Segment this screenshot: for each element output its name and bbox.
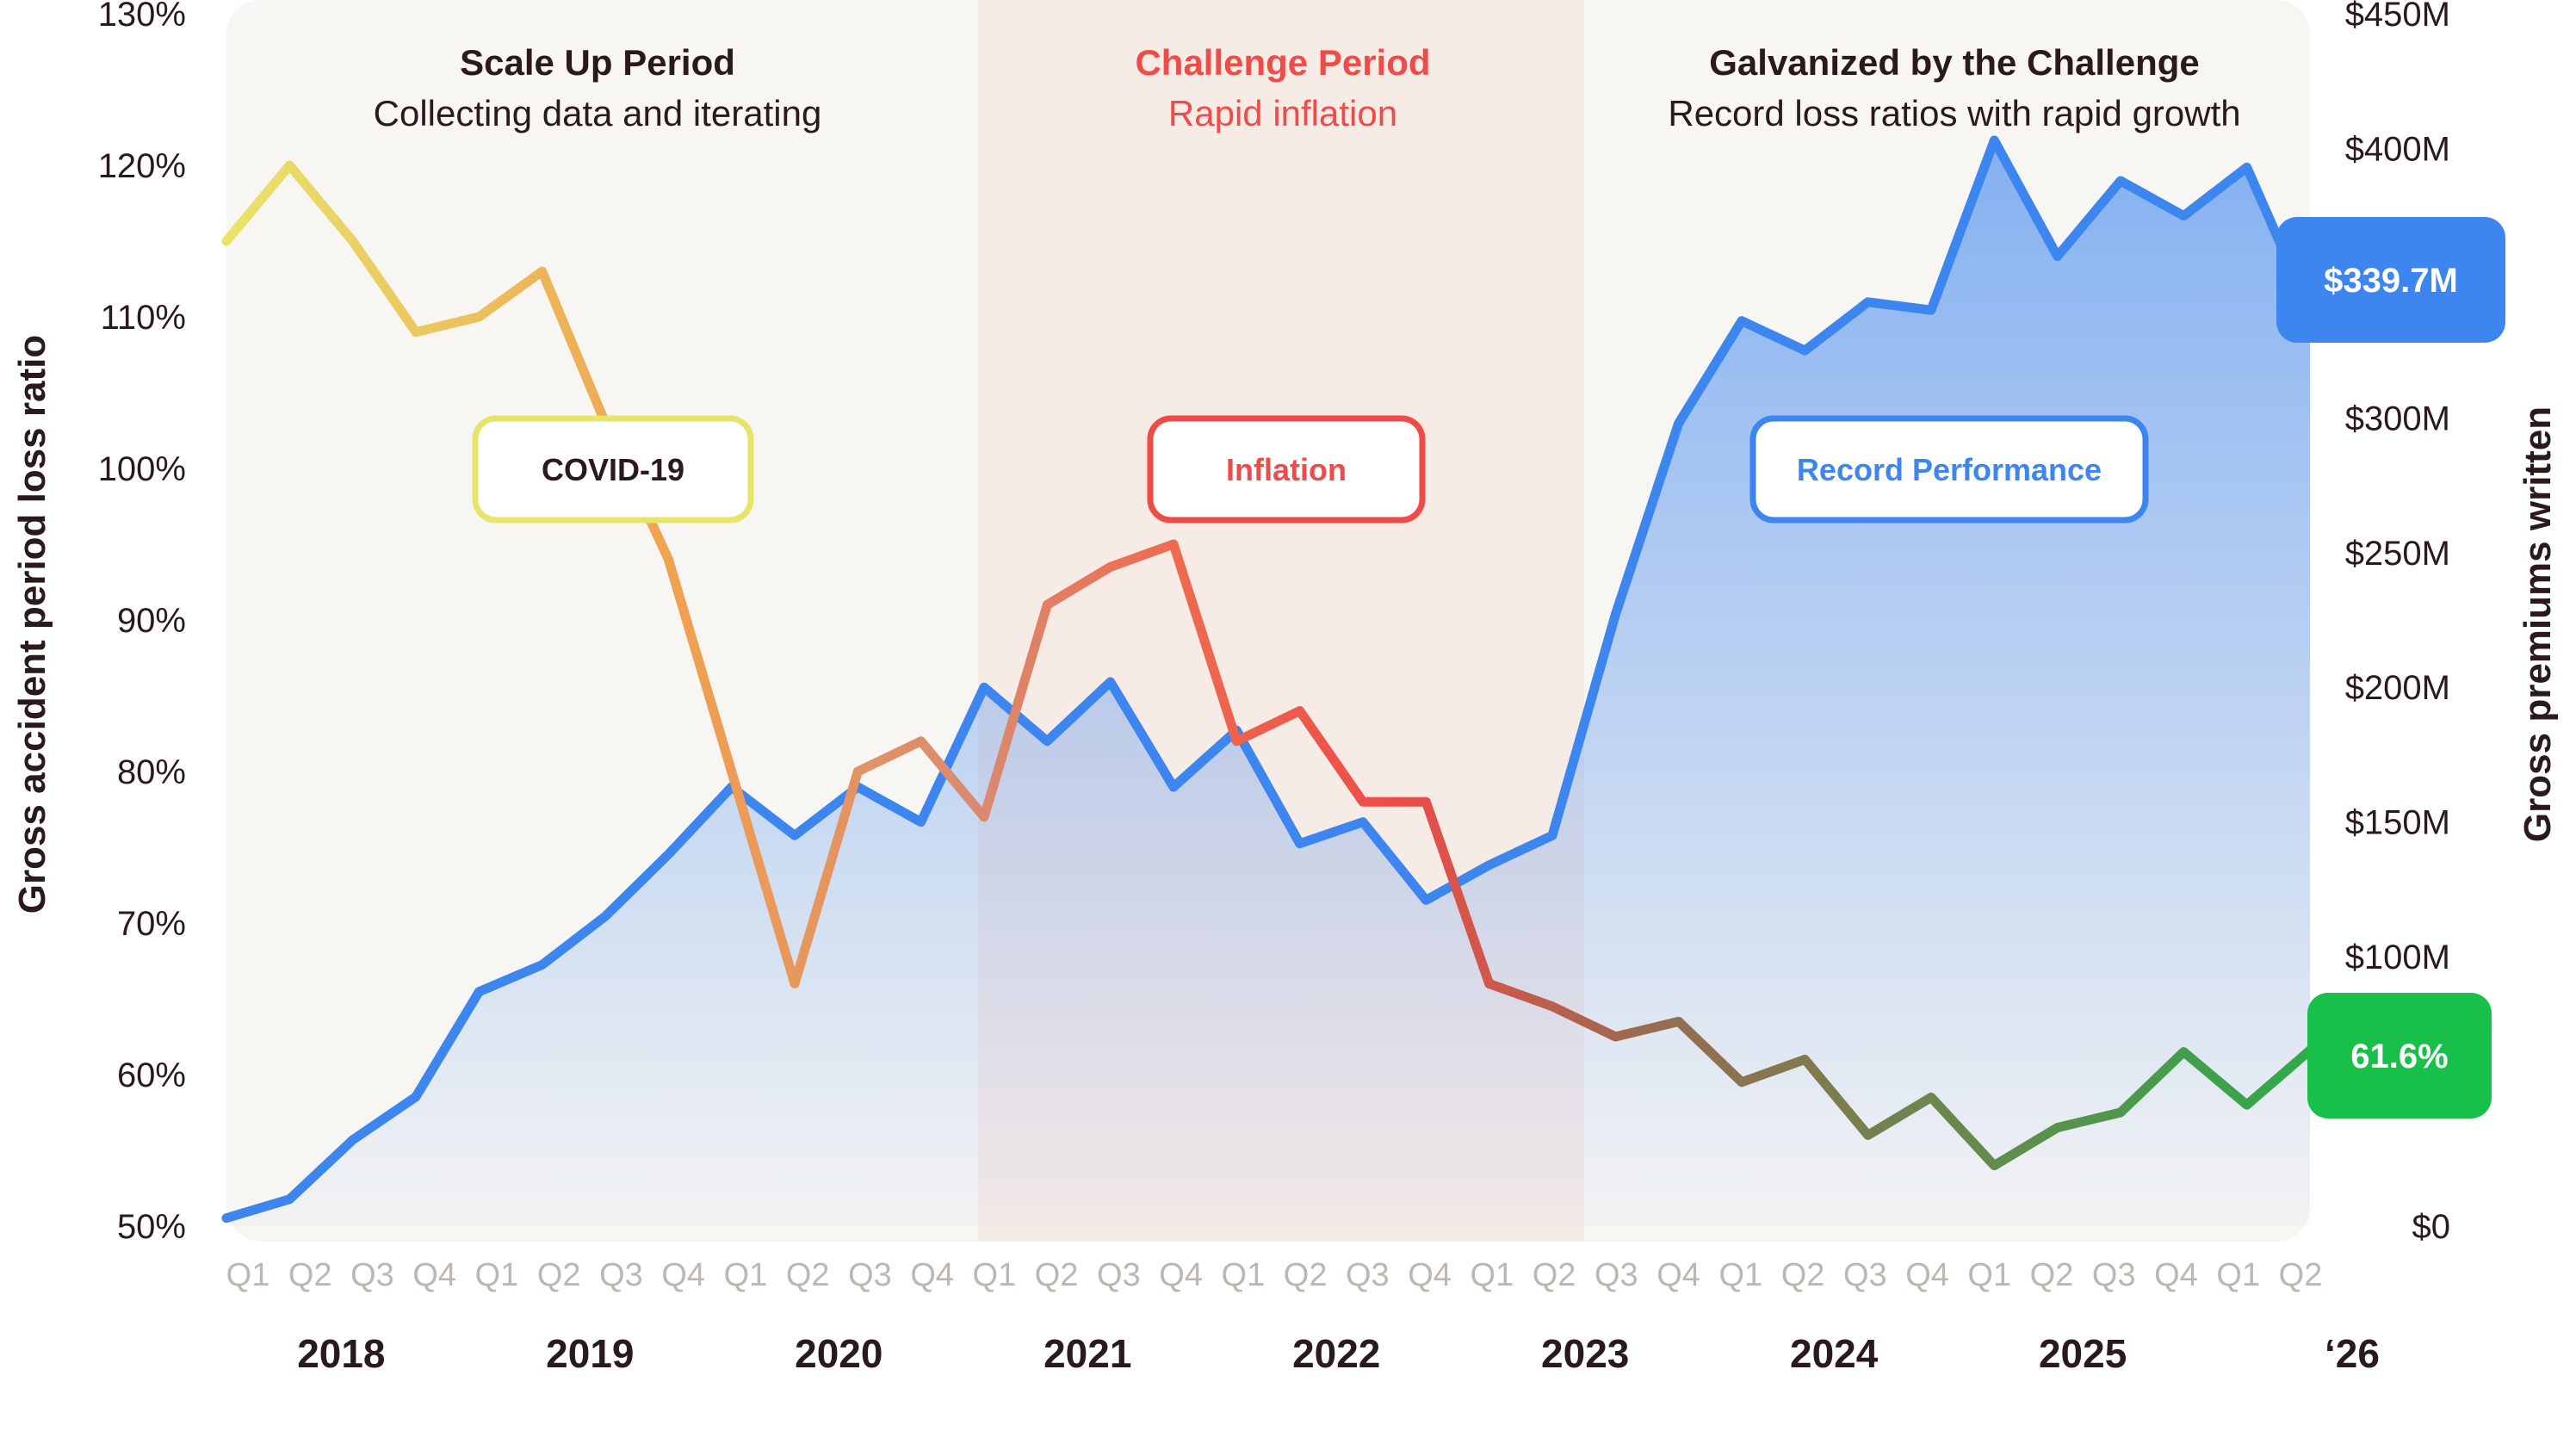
quarter-tick-label: Q3 <box>2092 1257 2136 1293</box>
quarter-tick-label: Q4 <box>910 1257 954 1293</box>
left-tick-label: 60% <box>117 1057 186 1094</box>
year-label: 2020 <box>795 1331 882 1376</box>
quarter-tick-label: Q3 <box>350 1257 394 1293</box>
year-label: 2021 <box>1043 1331 1131 1376</box>
period-headers: Scale Up Period Collecting data and iter… <box>374 42 2241 133</box>
period-title-scale-up: Scale Up Period <box>460 42 735 83</box>
year-label: 2024 <box>1790 1331 1879 1376</box>
callout-inflation-label: Inflation <box>1226 452 1347 487</box>
end-label-loss-box <box>2307 993 2492 1118</box>
left-tick-label: 110% <box>101 299 186 337</box>
left-tick-label: 80% <box>117 753 186 791</box>
right-tick-label: $250M <box>2345 535 2450 573</box>
quarter-tick-label: Q2 <box>2279 1257 2323 1293</box>
period-title-challenge: Challenge Period <box>1135 42 1430 83</box>
right-tick-label: $0 <box>2412 1208 2451 1246</box>
quarter-tick-label: Q4 <box>2154 1257 2198 1293</box>
quarter-tick-label: Q1 <box>1222 1257 1266 1293</box>
quarter-tick-label: Q1 <box>2216 1257 2260 1293</box>
right-tick-label: $300M <box>2345 400 2450 437</box>
loss-ratio-line <box>221 160 2315 1171</box>
quarter-tick-label: Q1 <box>1718 1257 1762 1293</box>
end-label-loss-value: 61.6% <box>2350 1038 2448 1075</box>
quarter-tick-label: Q3 <box>1843 1257 1887 1293</box>
year-label: ‘26 <box>2325 1331 2380 1376</box>
quarter-tick-label: Q2 <box>2030 1257 2074 1293</box>
quarter-tick-label: Q1 <box>1470 1257 1514 1293</box>
callout-inflation: Inflation <box>1147 415 1426 524</box>
left-axis-title: Gross accident period loss ratio <box>11 335 53 914</box>
period-title-galvanized: Galvanized by the Challenge <box>1709 42 2199 83</box>
quarter-ticks: Q1 Q2 Q3 Q4 Q1 Q2 Q3 Q4 Q1 Q2 Q3 Q4 Q1 Q2 Q3 Q4 Q1 Q2 Q3 Q4… <box>226 1257 2323 1293</box>
year-label: 2025 <box>2039 1331 2127 1376</box>
left-tick-label: 100% <box>98 450 186 488</box>
quarter-tick-label: Q2 <box>537 1257 581 1293</box>
quarter-tick-label: Q1 <box>724 1257 768 1293</box>
year-label: 2023 <box>1541 1331 1629 1376</box>
left-tick-label: 90% <box>117 602 186 640</box>
quarter-tick-label: Q4 <box>1159 1257 1203 1293</box>
right-axis-title: Gross premiums written <box>2517 406 2559 842</box>
quarter-tick-label: Q2 <box>1533 1257 1576 1293</box>
year-labels: 2018 2019 2020 2021 2022 2023 2024 2025 ‘26 <box>297 1331 2380 1376</box>
callout-covid-box <box>472 415 754 524</box>
end-label-premiums-value: $339.7M <box>2324 262 2458 300</box>
right-tick-label: $200M <box>2345 669 2450 707</box>
right-tick-label: $100M <box>2345 939 2450 976</box>
left-tick-label: 120% <box>98 147 186 185</box>
year-label: 2022 <box>1292 1331 1380 1376</box>
left-tick-label: 70% <box>117 905 186 943</box>
quarter-tick-label: Q2 <box>288 1257 332 1293</box>
quarter-tick-label: Q2 <box>1284 1257 1328 1293</box>
quarter-tick-label: Q1 <box>973 1257 1017 1293</box>
period-subtitle-scale-up: Collecting data and iterating <box>374 93 822 133</box>
callout-record: Record Performance <box>1749 415 2149 524</box>
quarter-tick-label: Q3 <box>1097 1257 1141 1293</box>
quarter-tick-label: Q4 <box>661 1257 705 1293</box>
premiums-line <box>221 135 2315 1224</box>
left-tick-label: 130% <box>98 0 186 34</box>
left-tick-label: 50% <box>117 1208 186 1246</box>
quarter-tick-label: Q4 <box>412 1257 456 1293</box>
year-label: 2019 <box>546 1331 634 1376</box>
year-label: 2018 <box>297 1331 385 1376</box>
callout-record-box <box>1749 415 2149 524</box>
quarter-tick-label: Q3 <box>599 1257 643 1293</box>
quarter-tick-label: Q3 <box>1595 1257 1638 1293</box>
quarter-tick-label: Q1 <box>475 1257 519 1293</box>
end-label-premiums: $339.7M <box>2276 217 2505 343</box>
callout-record-label: Record Performance <box>1797 452 2102 487</box>
premiums-area <box>226 140 2310 1227</box>
right-tick-label: $150M <box>2345 804 2450 842</box>
period-subtitle-galvanized: Record loss ratios with rapid growth <box>1668 93 2240 133</box>
quarter-tick-label: Q3 <box>848 1257 892 1293</box>
quarter-tick-label: Q2 <box>1035 1257 1079 1293</box>
end-label-premiums-box <box>2276 217 2505 343</box>
quarter-tick-label: Q2 <box>1781 1257 1825 1293</box>
quarter-tick-label: Q1 <box>1967 1257 2011 1293</box>
callout-covid-label: COVID-19 <box>542 452 684 487</box>
period-subtitle-challenge: Rapid inflation <box>1168 93 1397 133</box>
quarter-tick-label: Q4 <box>1408 1257 1452 1293</box>
end-label-loss: 61.6% <box>2307 993 2492 1118</box>
right-tick-label: $400M <box>2345 130 2450 168</box>
quarter-tick-label: Q3 <box>1346 1257 1390 1293</box>
quarter-tick-label: Q4 <box>1905 1257 1949 1293</box>
callout-inflation-box <box>1147 415 1426 524</box>
right-tick-label: $450M <box>2345 0 2450 34</box>
quarter-tick-label: Q2 <box>786 1257 830 1293</box>
callout-covid: COVID-19 <box>472 415 754 524</box>
quarter-tick-label: Q4 <box>1656 1257 1700 1293</box>
quarter-tick-label: Q1 <box>226 1257 270 1293</box>
left-axis-ticks: 50% 60% 70% 80% 90% 100% 110% 120% 130% <box>98 0 186 1246</box>
